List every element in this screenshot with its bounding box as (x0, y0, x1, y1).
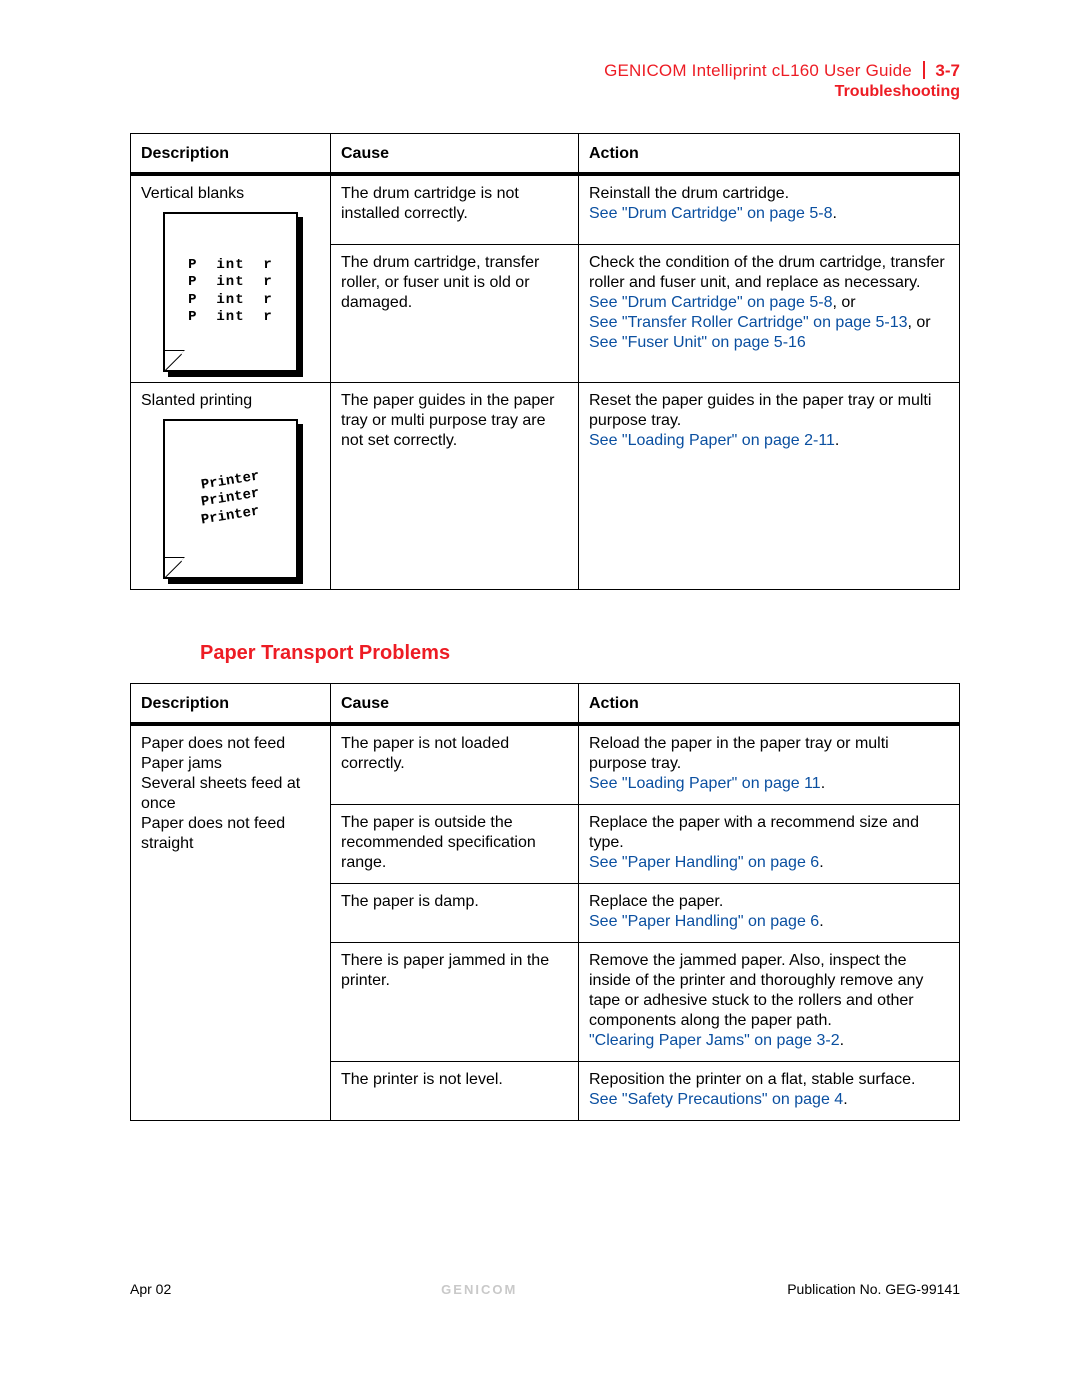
action-text: Reinstall the drum cartridge. (589, 185, 789, 202)
troubleshoot-table-1: Description Cause Action Vertical blanks… (130, 133, 960, 590)
cause-cell: The paper is not loaded correctly. (331, 724, 579, 805)
section-heading: Paper Transport Problems (200, 642, 960, 665)
illus-text: Pr int er (188, 292, 273, 310)
illus-text: Pr int er (188, 309, 273, 327)
desc-label: Vertical blanks (141, 184, 320, 204)
header-line-1: GENICOM Intelliprint cL160 User Guide 3-… (130, 60, 960, 82)
col-action: Action (579, 683, 960, 724)
troubleshoot-table-2: Description Cause Action Paper does not … (130, 683, 960, 1121)
action-text: Check the condition of the drum cartridg… (589, 254, 945, 291)
xref-link[interactable]: See "Paper Handling" on page 6 (589, 854, 819, 871)
xref-link[interactable]: See "Paper Handling" on page 6 (589, 913, 819, 930)
action-cell: Remove the jammed paper. Also, inspect t… (579, 942, 960, 1061)
punct: . (821, 775, 825, 792)
xref-link[interactable]: See "Drum Cartridge" on page 5-8 (589, 205, 832, 222)
xref-link[interactable]: See "Drum Cartridge" on page 5-8 (589, 294, 832, 311)
punct: . (835, 432, 839, 449)
col-description: Description (131, 683, 331, 724)
desc-label: Slanted printing (141, 391, 320, 411)
page-number: 3-7 (935, 61, 960, 80)
col-action: Action (579, 133, 960, 174)
illustration-wrap: Printer Printer Printer (141, 419, 320, 579)
illustration-wrap: Pr int er Pr int er Pr int er Pr int er (141, 212, 320, 372)
cause-cell: The paper is outside the recommended spe… (331, 804, 579, 883)
desc-line: Several sheets feed at once (141, 774, 320, 814)
action-cell: Reload the paper in the paper tray or mu… (579, 724, 960, 805)
action-cell: Replace the paper. See "Paper Handling" … (579, 883, 960, 942)
footer-date: Apr 02 (130, 1281, 171, 1297)
footer-brand: GENICOM (441, 1282, 517, 1297)
slanted-illustration: Printer Printer Printer (163, 419, 298, 579)
table-row: Vertical blanks Pr int er Pr int er Pr i… (131, 174, 960, 244)
cause-cell: The paper is damp. (331, 883, 579, 942)
col-cause: Cause (331, 683, 579, 724)
table-header-row: Description Cause Action (131, 683, 960, 724)
cause-cell: The paper guides in the paper tray or mu… (331, 382, 579, 589)
action-cell: Reset the paper guides in the paper tray… (579, 382, 960, 589)
punct: . (819, 854, 823, 871)
illus-text: Pr int er (188, 274, 273, 292)
col-cause: Cause (331, 133, 579, 174)
illus-text: Pr int er (188, 257, 273, 275)
action-cell: Replace the paper with a recommend size … (579, 804, 960, 883)
doc-title: GENICOM Intelliprint cL160 User Guide (604, 61, 912, 80)
xref-link[interactable]: See "Safety Precautions" on page 4 (589, 1091, 843, 1108)
table-row: Paper does not feed Paper jams Several s… (131, 724, 960, 805)
action-text: Replace the paper with a recommend size … (589, 814, 919, 851)
action-text: Replace the paper. (589, 893, 723, 910)
page-header: GENICOM Intelliprint cL160 User Guide 3-… (130, 60, 960, 103)
action-cell: Check the condition of the drum cartridg… (579, 244, 960, 382)
action-text: Reposition the printer on a flat, stable… (589, 1071, 915, 1088)
dog-ear (164, 353, 182, 371)
section-title: Troubleshooting (130, 82, 960, 103)
punct: . (819, 913, 823, 930)
punct: . (840, 1032, 844, 1049)
xref-link[interactable]: See "Fuser Unit" on page 5-16 (589, 334, 806, 351)
xref-link[interactable]: See "Loading Paper" on page 2-11 (589, 432, 835, 449)
page: GENICOM Intelliprint cL160 User Guide 3-… (0, 0, 1080, 1397)
xref-link[interactable]: See "Transfer Roller Cartridge" on page … (589, 314, 907, 331)
cause-cell: The drum cartridge is not installed corr… (331, 174, 579, 244)
cause-cell: The drum cartridge, transfer roller, or … (331, 244, 579, 382)
dog-ear (164, 560, 182, 578)
desc-line: Paper does not feed straight (141, 814, 320, 854)
xref-link[interactable]: See "Loading Paper" on page 11 (589, 775, 821, 792)
action-text: Reset the paper guides in the paper tray… (589, 392, 931, 429)
action-text: Remove the jammed paper. Also, inspect t… (589, 952, 923, 1029)
desc-line: Paper jams (141, 754, 320, 774)
action-cell: Reinstall the drum cartridge. See "Drum … (579, 174, 960, 244)
desc-cell-paper-feed: Paper does not feed Paper jams Several s… (131, 724, 331, 1121)
col-description: Description (131, 133, 331, 174)
punct: , or (832, 294, 855, 311)
cause-cell: The printer is not level. (331, 1061, 579, 1120)
desc-cell-vertical-blanks: Vertical blanks Pr int er Pr int er Pr i… (131, 174, 331, 383)
table-row: Slanted printing Printer Printer Printer… (131, 382, 960, 589)
punct: . (843, 1091, 847, 1108)
table-header-row: Description Cause Action (131, 133, 960, 174)
desc-cell-slanted: Slanted printing Printer Printer Printer (131, 382, 331, 589)
punct: . (832, 205, 836, 222)
action-cell: Reposition the printer on a flat, stable… (579, 1061, 960, 1120)
vertical-blanks-illustration: Pr int er Pr int er Pr int er Pr int er (163, 212, 298, 372)
action-text: Reload the paper in the paper tray or mu… (589, 735, 889, 772)
desc-line: Paper does not feed (141, 734, 320, 754)
cause-cell: There is paper jammed in the printer. (331, 942, 579, 1061)
xref-link[interactable]: "Clearing Paper Jams" on page 3-2 (589, 1032, 840, 1049)
header-divider (923, 61, 925, 79)
punct: , or (907, 314, 930, 331)
footer-pubno: Publication No. GEG-99141 (787, 1281, 960, 1297)
page-footer: Apr 02 GENICOM Publication No. GEG-99141 (130, 1281, 960, 1297)
